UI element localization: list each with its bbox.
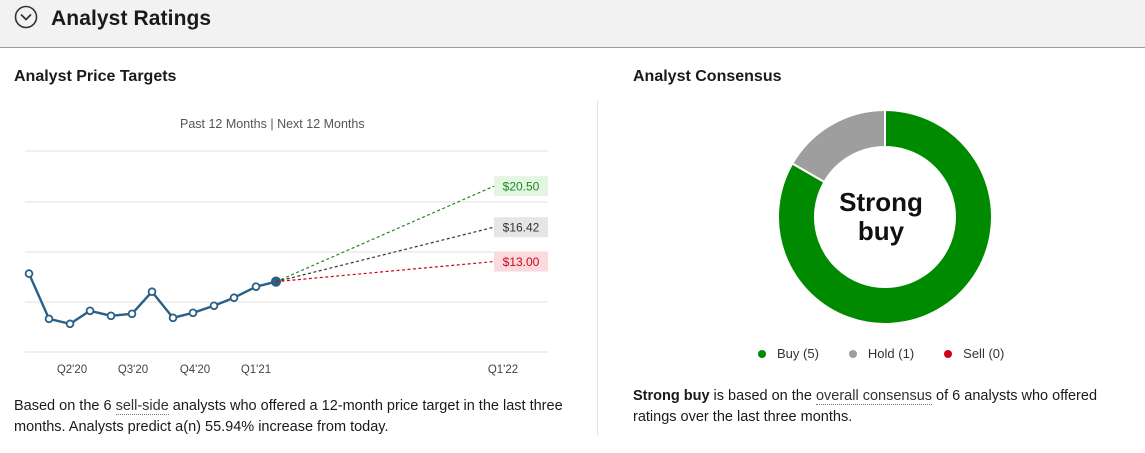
target-projection-line bbox=[275, 185, 495, 283]
price-target-chart: $20.50 $16.42 $13.00 Q2'20 Q3'20 Q4'20 Q1'21 Q1… bbox=[24, 150, 548, 376]
legend-item-buy: Buy (5) bbox=[758, 346, 819, 361]
consensus-center-label: Strong buy bbox=[826, 188, 936, 246]
consensus-desc-2: of 6 analysts who offered ratings over t… bbox=[633, 388, 1098, 425]
x-tick-label: Q1'21 bbox=[241, 364, 271, 376]
buy-dot-icon bbox=[758, 349, 766, 358]
legend-item-sell: Sell (0) bbox=[944, 346, 1004, 361]
price-point bbox=[24, 269, 34, 278]
overall-consensus-link[interactable]: overall consensus bbox=[815, 388, 933, 405]
price-point bbox=[209, 301, 219, 311]
target-label-bg bbox=[494, 217, 548, 238]
donut-slice bbox=[777, 108, 993, 325]
legend-label-sell: Sell (0) bbox=[963, 346, 1005, 361]
consensus-description: Strong buy is based on the overall conse… bbox=[633, 386, 1133, 428]
period-separator: | bbox=[266, 117, 278, 131]
legend-label-buy: Buy (5) bbox=[777, 346, 819, 361]
desc-text-1: Based on the 6 bbox=[14, 398, 116, 414]
sell-side-link[interactable]: sell-side bbox=[115, 398, 169, 415]
consensus-rating-text: Strong buy bbox=[633, 388, 710, 404]
sell-dot-icon bbox=[944, 349, 953, 358]
consensus-label-line2: buy bbox=[857, 216, 905, 246]
target-label: $13.00 bbox=[503, 255, 540, 269]
period-toggle[interactable]: Past 12 Months | Next 12 Months bbox=[180, 117, 365, 131]
donut-slice bbox=[790, 108, 886, 184]
consensus-donut-chart bbox=[777, 108, 993, 325]
section-header[interactable]: Analyst Ratings bbox=[0, 0, 1145, 48]
price-point bbox=[229, 293, 239, 303]
consensus-desc-1: is based on the bbox=[709, 388, 816, 404]
target-label-bg bbox=[494, 251, 548, 272]
x-tick-label: Q3'20 bbox=[118, 364, 148, 376]
hold-dot-icon bbox=[848, 349, 857, 358]
price-point bbox=[168, 313, 178, 323]
price-point bbox=[147, 287, 157, 297]
price-point bbox=[188, 308, 198, 318]
price-point bbox=[85, 306, 95, 316]
price-point bbox=[106, 311, 116, 321]
legend-label-hold: Hold (1) bbox=[867, 346, 915, 361]
desc-text-2: analysts who offered a 12-month price ta… bbox=[14, 398, 563, 435]
target-projection-line bbox=[275, 260, 495, 283]
legend-item-hold: Hold (1) bbox=[848, 346, 915, 361]
price-point bbox=[251, 282, 261, 291]
consensus-legend: Buy (5) Hold (1) Sell (0) bbox=[758, 346, 1004, 361]
section-title: Analyst Ratings bbox=[51, 7, 212, 30]
price-point bbox=[127, 309, 137, 319]
x-tick-label: Q4'20 bbox=[180, 364, 210, 376]
consensus-label-line1: Strong bbox=[839, 187, 923, 217]
x-tick-label: Q1'22 bbox=[488, 364, 518, 376]
target-label: $16.42 bbox=[503, 221, 540, 235]
target-label-bg bbox=[494, 176, 548, 197]
price-point bbox=[44, 314, 54, 324]
target-label: $20.50 bbox=[503, 180, 540, 194]
price-history-line bbox=[27, 273, 277, 326]
next-12-months-option[interactable]: Next 12 Months bbox=[277, 117, 365, 131]
chevron-down-icon[interactable] bbox=[14, 5, 38, 29]
x-tick-label: Q2'20 bbox=[57, 364, 87, 376]
consensus-title: Analyst Consensus bbox=[633, 68, 782, 85]
target-projection-line bbox=[275, 226, 495, 283]
price-targets-description: Based on the 6 sell-side analysts who of… bbox=[14, 396, 574, 438]
price-point bbox=[65, 319, 75, 329]
column-divider bbox=[597, 100, 598, 435]
past-12-months-option[interactable]: Past 12 Months bbox=[180, 117, 267, 131]
price-targets-title: Analyst Price Targets bbox=[14, 68, 177, 85]
